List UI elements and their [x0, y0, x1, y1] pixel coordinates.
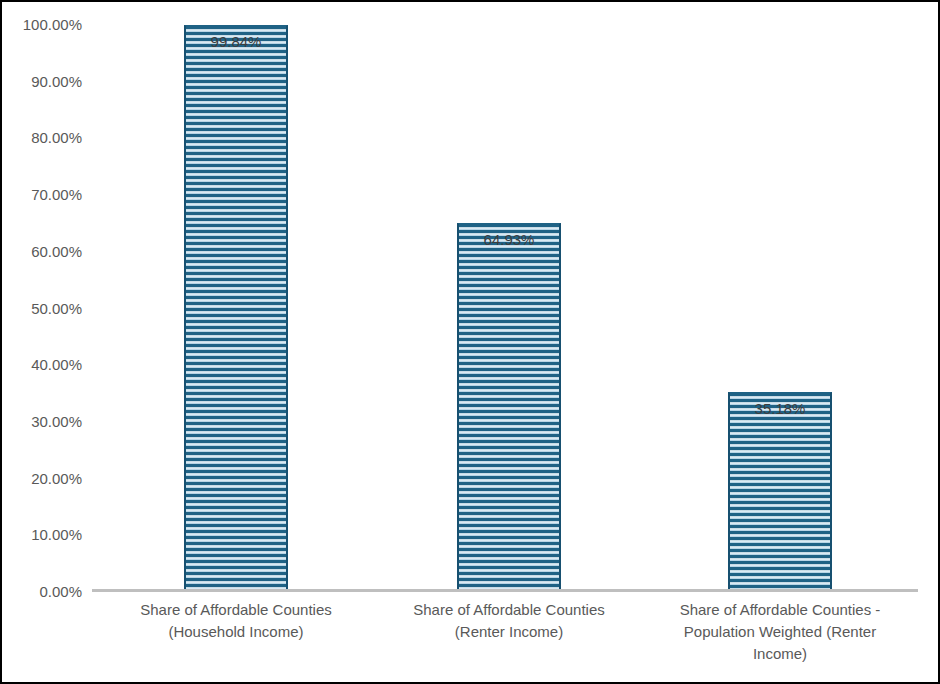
bar-chart: 0.00% 10.00% 20.00% 30.00% 40.00% 50.00% 60.00…: [2, 2, 938, 682]
y-axis-tick-label: 70.00%: [31, 186, 82, 203]
y-axis-tick-label: 90.00%: [31, 72, 82, 89]
y-axis-tick-label: 30.00%: [31, 412, 82, 429]
y-axis-tick-label: 20.00%: [31, 469, 82, 486]
y-axis-tick-label: 80.00%: [31, 129, 82, 146]
y-axis-tick-label: 0.00%: [39, 583, 82, 600]
category-label-1: Share of Affordable Counties (Renter Inc…: [369, 599, 649, 643]
bar-2: [728, 392, 832, 591]
y-axis-tick-label: 40.00%: [31, 356, 82, 373]
category-label-2: Share of Affordable Counties - Populatio…: [640, 599, 920, 665]
x-axis-line: [92, 589, 918, 592]
y-axis-tick-label: 60.00%: [31, 242, 82, 259]
y-axis-tick-label: 100.00%: [23, 16, 82, 33]
data-label-1: 64.93%: [457, 231, 561, 248]
data-label-2: 35.18%: [728, 400, 832, 417]
bar-1: [457, 223, 561, 591]
y-axis-tick-label: 50.00%: [31, 299, 82, 316]
bar-0: [184, 25, 288, 591]
y-axis-tick-label: 10.00%: [31, 526, 82, 543]
category-label-0: Share of Affordable Counties (Household …: [96, 599, 376, 643]
data-label-0: 99.84%: [184, 33, 288, 50]
chart-page: 0.00% 10.00% 20.00% 30.00% 40.00% 50.00% 60.00…: [0, 0, 940, 684]
